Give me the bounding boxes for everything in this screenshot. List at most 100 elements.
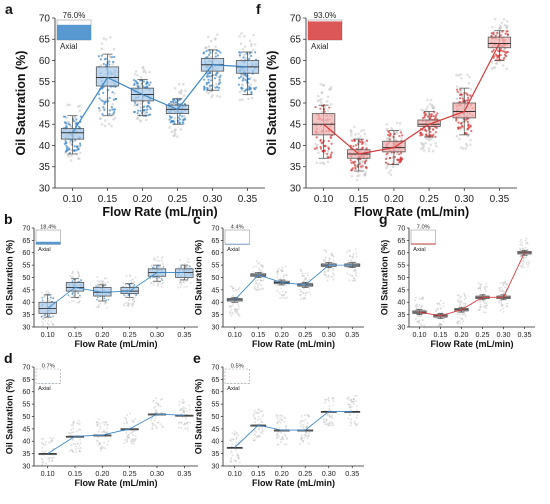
background-point <box>300 291 302 293</box>
background-point <box>263 414 265 416</box>
x-tick-label: 0.20 <box>275 330 289 339</box>
background-point <box>130 303 132 305</box>
background-point <box>430 99 433 102</box>
data-point <box>103 109 105 111</box>
background-point <box>325 250 327 252</box>
background-point <box>41 292 43 294</box>
data-point <box>366 167 368 169</box>
background-point <box>154 258 156 260</box>
background-point <box>104 119 107 122</box>
data-point <box>111 56 113 58</box>
data-point <box>98 107 100 109</box>
data-point <box>217 54 219 56</box>
background-point <box>354 395 356 397</box>
background-point <box>255 288 257 290</box>
background-point <box>78 447 80 449</box>
background-point <box>145 119 148 122</box>
background-point <box>48 320 50 322</box>
background-point <box>239 462 241 464</box>
background-point <box>133 440 135 442</box>
data-point <box>206 82 208 84</box>
background-point <box>276 434 278 436</box>
data-point <box>364 162 366 164</box>
background-point <box>423 325 425 327</box>
data-point <box>238 77 240 79</box>
background-point <box>124 439 126 441</box>
background-point <box>188 404 190 406</box>
background-point <box>284 444 286 446</box>
background-point <box>356 179 359 182</box>
x-tick-label: 0.30 <box>150 469 164 478</box>
data-point <box>108 299 110 301</box>
background-point <box>352 280 354 282</box>
background-point <box>77 105 80 108</box>
median-trend-line <box>235 412 353 448</box>
y-tick-label: 70 <box>22 223 30 232</box>
background-point <box>79 423 81 425</box>
y-tick-label: 55 <box>211 400 219 409</box>
y-tick-label: 35 <box>211 449 219 458</box>
background-point <box>239 440 241 442</box>
background-point <box>522 263 524 265</box>
y-tick-label: 60 <box>211 248 219 257</box>
background-point <box>523 267 525 269</box>
data-point <box>136 104 138 106</box>
background-point <box>211 94 214 97</box>
y-tick-label: 35 <box>290 162 302 173</box>
background-point <box>443 321 445 323</box>
background-point <box>305 295 307 297</box>
background-point <box>522 248 524 250</box>
background-point <box>123 442 125 444</box>
y-tick-label: 30 <box>39 183 51 194</box>
background-point <box>426 106 429 109</box>
data-point <box>74 145 76 147</box>
background-point <box>131 419 133 421</box>
background-point <box>483 301 485 303</box>
data-point <box>316 136 318 138</box>
data-point <box>466 132 468 134</box>
data-point <box>108 60 110 62</box>
background-point <box>318 99 321 102</box>
data-point <box>470 130 472 132</box>
data-point <box>149 106 151 108</box>
background-point <box>239 99 242 102</box>
data-point <box>388 131 390 133</box>
background-point <box>299 422 301 424</box>
background-point <box>330 275 332 277</box>
background-point <box>182 83 185 86</box>
y-tick-label: 60 <box>211 387 219 396</box>
background-point <box>522 265 524 267</box>
background-point <box>49 465 51 467</box>
background-point <box>324 261 326 263</box>
background-point <box>70 429 72 431</box>
background-point <box>358 174 361 177</box>
background-point <box>79 450 81 452</box>
background-point <box>435 310 437 312</box>
background-point <box>364 133 367 136</box>
background-point <box>421 305 423 307</box>
background-point <box>50 321 52 323</box>
data-point <box>181 115 183 117</box>
background-point <box>43 451 45 453</box>
y-axis-label: Oil Saturation (%) <box>4 240 14 316</box>
background-point <box>351 175 354 178</box>
data-point <box>105 101 107 103</box>
background-point <box>110 125 113 128</box>
background-point <box>238 457 240 459</box>
median-trend-line <box>48 414 185 454</box>
background-point <box>306 432 308 434</box>
background-point <box>157 403 159 405</box>
background-point <box>129 432 131 434</box>
x-tick-label: 0.30 <box>150 330 164 339</box>
background-point <box>243 35 246 38</box>
data-point <box>467 126 469 128</box>
data-point <box>64 121 66 123</box>
background-point <box>127 304 129 306</box>
data-point <box>170 101 172 103</box>
data-point <box>455 119 457 121</box>
background-point <box>276 285 278 287</box>
background-point <box>349 406 351 408</box>
background-point <box>46 464 48 466</box>
data-point <box>400 131 402 133</box>
